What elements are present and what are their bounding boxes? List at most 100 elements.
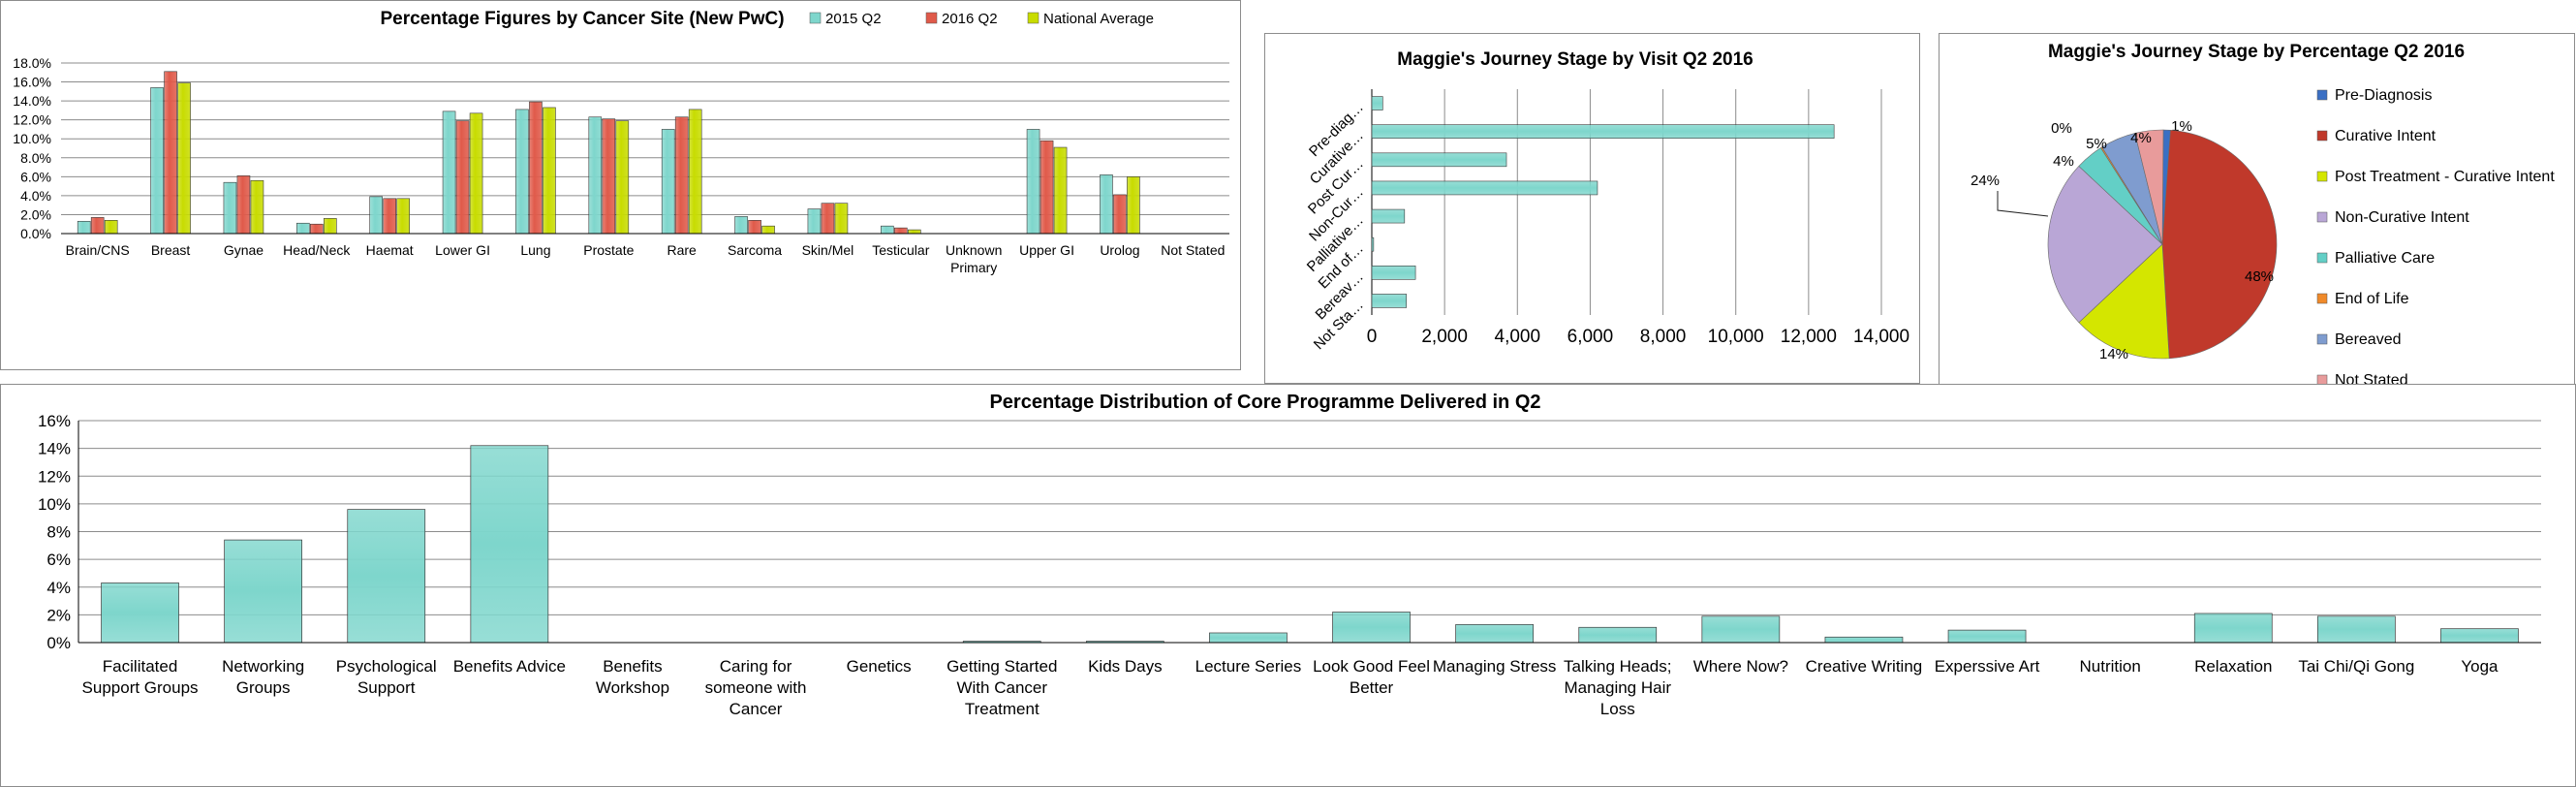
x-tick-label: 0 <box>1367 327 1378 347</box>
legend-swatch <box>1027 12 1040 24</box>
chart-title: Maggie's Journey Stage by Percentage Q2 … <box>2048 42 2465 62</box>
y-tick-label: 14.0% <box>13 93 51 109</box>
x-tick-label: Skin/Mel <box>802 242 854 258</box>
bar <box>1371 294 1407 308</box>
legend-label: Curative Intent <box>2335 128 2436 144</box>
x-tick-label: Benefits <box>603 657 662 676</box>
bar-national-average <box>1053 146 1068 235</box>
x-tick-label: 14,000 <box>1853 327 1909 347</box>
bar-2015-q2 <box>807 208 822 235</box>
y-tick-label: 10.0% <box>13 131 51 146</box>
x-tick-label: Relaxation <box>2194 657 2272 676</box>
legend-label: Pre-Diagnosis <box>2335 87 2432 104</box>
bar-2016-q2 <box>894 227 908 235</box>
x-tick-label: Getting Started <box>947 657 1057 676</box>
bar <box>101 582 179 644</box>
bar-national-average <box>688 109 702 235</box>
x-tick-label: Breast <box>151 242 191 258</box>
x-tick-label: Lung <box>520 242 550 258</box>
bar <box>1371 266 1416 280</box>
bar <box>1332 612 1411 644</box>
bar <box>1701 615 1781 644</box>
y-tick-label: 12.0% <box>13 112 51 128</box>
y-tick-label: 6.0% <box>20 169 51 184</box>
bar-2016-q2 <box>602 118 616 235</box>
x-tick-label: Experssive Art <box>1935 657 2040 676</box>
x-tick-label: Better <box>1350 678 1394 697</box>
pie-data-label: 48% <box>2245 268 2274 285</box>
y-tick-label: 4% <box>47 579 71 597</box>
legend-label: 2015 Q2 <box>825 11 882 27</box>
pie-data-label: 4% <box>2130 130 2152 146</box>
x-tick-label: 2,000 <box>1421 327 1468 347</box>
x-tick-label: Nutrition <box>2079 657 2140 676</box>
x-tick-label: Urolog <box>1100 242 1139 258</box>
legend-label: 2016 Q2 <box>942 11 998 27</box>
x-tick-label: Talking Heads; <box>1564 657 1672 676</box>
bar-national-average <box>615 120 630 235</box>
x-tick-label: Upper GI <box>1019 242 1074 258</box>
bar <box>1371 208 1406 224</box>
y-tick-label: 0% <box>47 634 71 652</box>
legend-label: Palliative Care <box>2335 250 2435 267</box>
y-tick-label: 0.0% <box>20 226 51 241</box>
bar-2015-q2 <box>77 220 91 235</box>
legend-swatch <box>2316 171 2328 182</box>
legend-swatch <box>2316 130 2328 142</box>
bar <box>1209 632 1288 644</box>
x-tick-label: 6,000 <box>1567 327 1614 347</box>
bar-2016-q2 <box>529 101 543 235</box>
pie-slice-non-curative-intent <box>2047 165 2163 324</box>
x-tick-label: Yoga <box>2461 657 2498 676</box>
x-tick-label: Groups <box>236 678 291 697</box>
bar <box>1371 152 1507 168</box>
chart-title: Percentage Distribution of Core Programm… <box>989 392 1540 413</box>
x-tick-label: Haemat <box>366 242 414 258</box>
journey-visit-chart-panel: Maggie's Journey Stage by Visit Q2 2016 0… <box>1264 33 1920 384</box>
x-tick-label: Tai Chi/Qi Gong <box>2298 657 2414 676</box>
pie-slice-post-treatment---curative-intent <box>2078 243 2170 360</box>
legend-swatch <box>925 12 938 24</box>
journey-pie-chart-panel: Maggie's Journey Stage by Percentage Q2 … <box>1939 33 2575 386</box>
y-tick-label: 2% <box>47 606 71 624</box>
x-tick-label: Kids Days <box>1088 657 1163 676</box>
legend-label: Not Stated <box>2335 372 2408 385</box>
bar <box>1371 96 1383 110</box>
pie-data-label: 5% <box>2086 136 2107 152</box>
x-tick-label: Testicular <box>872 242 929 258</box>
x-tick-label: Support <box>357 678 416 697</box>
y-tick-label: 4.0% <box>20 188 51 204</box>
journey-pie-chart: Maggie's Journey Stage by Percentage Q2 … <box>1971 42 2555 385</box>
bar-2015-q2 <box>661 129 675 235</box>
chart-title: Percentage Figures by Cancer Site (New P… <box>380 9 784 29</box>
y-tick-label: 16% <box>38 412 71 430</box>
x-tick-label: 10,000 <box>1708 327 1764 347</box>
bar-2015-q2 <box>588 116 603 235</box>
pie-data-label: 4% <box>2053 153 2074 170</box>
bar <box>2440 628 2519 644</box>
bar-2015-q2 <box>442 110 456 235</box>
x-tick-label: Prostate <box>583 242 634 258</box>
bar <box>2317 615 2396 644</box>
legend-label: End of Life <box>2335 291 2409 307</box>
bar <box>1371 236 1375 252</box>
bar-national-average <box>104 220 118 235</box>
bar-2016-q2 <box>1113 194 1127 235</box>
x-tick-label: Where Now? <box>1693 657 1788 676</box>
pie-data-label: 14% <box>2099 346 2128 362</box>
x-tick-label: Cancer <box>729 700 783 718</box>
x-tick-label: Lower GI <box>435 242 490 258</box>
x-tick-label: Rare <box>667 242 698 258</box>
core-programme-chart: Percentage Distribution of Core Programm… <box>38 392 2541 718</box>
bar-2015-q2 <box>1026 129 1040 235</box>
leader-line <box>1997 191 2049 217</box>
legend-swatch <box>809 12 822 24</box>
x-tick-label: someone with <box>705 678 807 697</box>
x-tick-label: 4,000 <box>1495 327 1541 347</box>
bar-national-average <box>834 203 849 235</box>
bar <box>1824 636 1904 644</box>
bar <box>470 445 549 644</box>
x-tick-label: Facilitated <box>103 657 177 676</box>
bar-2015-q2 <box>515 109 529 235</box>
bar-2016-q2 <box>310 223 324 235</box>
